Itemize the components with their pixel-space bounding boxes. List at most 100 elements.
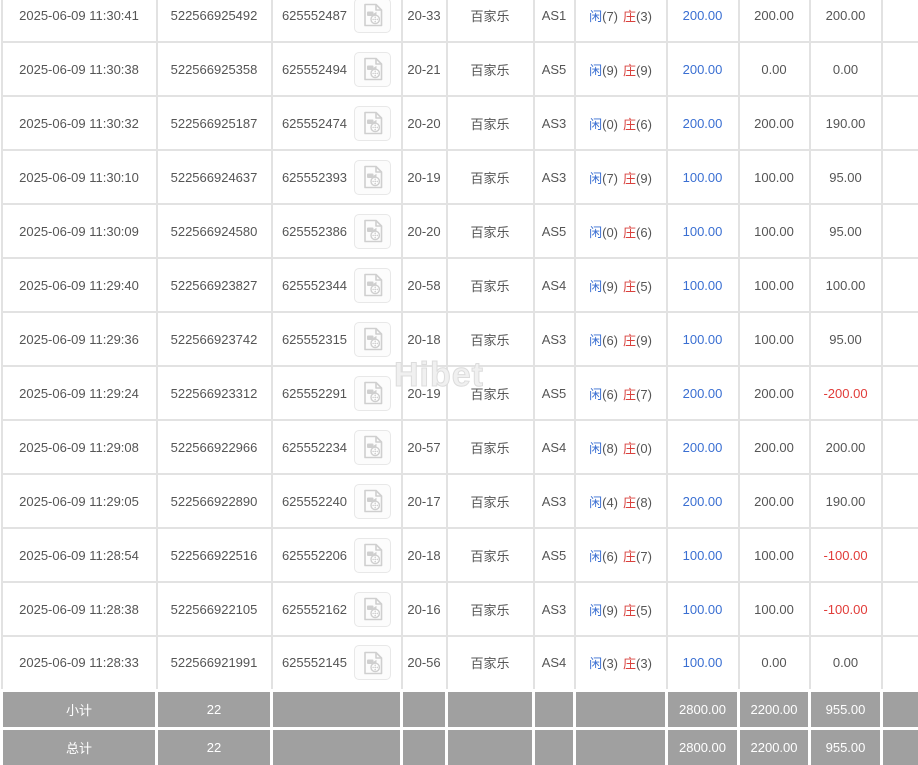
video-file-icon (363, 651, 382, 675)
player-points: (8) (602, 440, 618, 456)
cell-bet-number: 522566922516 (155, 527, 273, 583)
video-replay-button[interactable] (354, 537, 392, 573)
video-file-icon (363, 597, 382, 621)
cell-game-result: 闲(7) 庄(3) (573, 0, 668, 43)
video-replay-button[interactable] (354, 375, 392, 411)
player-label: 闲 (589, 278, 603, 294)
subtotal-valid-amount: 2200.00 (737, 688, 811, 730)
cell-game-result: 闲(9) 庄(5) (573, 581, 668, 637)
video-file-icon (363, 435, 382, 459)
table-row: 2025-06-09 11:30:38 522566925358 6255524… (0, 41, 918, 97)
cell-desk-seat: AS3 (532, 149, 576, 205)
cell-bet-number: 522566923827 (155, 257, 273, 313)
table-row: 2025-06-09 11:30:32 522566925187 6255524… (0, 95, 918, 151)
cell-game-result: 闲(8) 庄(0) (573, 419, 668, 475)
cell-bet-time: 2025-06-09 11:30:09 (0, 203, 158, 259)
cell-game-type: 百家乐 (445, 257, 535, 313)
table-row: 2025-06-09 11:30:09 522566924580 6255523… (0, 203, 918, 259)
video-file-icon (363, 3, 382, 27)
cell-empty (880, 149, 918, 205)
round-number: 625552344 (281, 277, 348, 293)
table-row: 2025-06-09 11:29:05 522566922890 6255522… (0, 473, 918, 529)
round-number: 625552393 (281, 169, 348, 185)
banker-points: (6) (636, 224, 652, 240)
video-replay-button[interactable] (354, 0, 392, 33)
cell-bet-amount: 100.00 (665, 257, 740, 313)
cell-game-type: 百家乐 (445, 527, 535, 583)
banker-points: (5) (636, 278, 652, 294)
video-replay-button[interactable] (354, 267, 392, 303)
video-replay-button[interactable] (354, 321, 392, 357)
grand-total-empty-cell (445, 726, 535, 765)
grand-total-empty-cell (270, 726, 403, 765)
player-points: (9) (602, 62, 618, 78)
cell-win-loss: 190.00 (808, 473, 883, 529)
table-row: 2025-06-09 11:29:08 522566922966 6255522… (0, 419, 918, 475)
cell-table-number: 20-58 (400, 257, 448, 313)
cell-game-type: 百家乐 (445, 95, 535, 151)
player-label: 闲 (589, 386, 603, 402)
cell-valid-amount: 100.00 (737, 203, 811, 259)
table-row: 2025-06-09 11:30:10 522566924637 6255523… (0, 149, 918, 205)
round-number: 625552494 (281, 61, 348, 77)
cell-desk-seat: AS4 (532, 419, 576, 475)
cell-bet-time: 2025-06-09 11:30:41 (0, 0, 158, 43)
banker-label: 庄 (623, 386, 637, 402)
video-replay-button[interactable] (354, 645, 392, 681)
video-file-icon (363, 273, 382, 297)
cell-empty (880, 311, 918, 367)
round-number: 625552240 (281, 493, 348, 509)
cell-bet-time: 2025-06-09 11:29:40 (0, 257, 158, 313)
table-row: 2025-06-09 11:30:41 522566925492 6255524… (0, 0, 918, 43)
grand-total-bet-amount: 2800.00 (665, 726, 740, 765)
banker-points: (7) (636, 386, 652, 402)
cell-game-type: 百家乐 (445, 41, 535, 97)
round-number: 625552315 (281, 331, 348, 347)
video-replay-button[interactable] (354, 213, 392, 249)
video-replay-button[interactable] (354, 159, 392, 195)
player-points: (3) (602, 656, 618, 672)
player-points: (0) (602, 224, 618, 240)
cell-valid-amount: 100.00 (737, 581, 811, 637)
cell-bet-amount: 200.00 (665, 473, 740, 529)
video-replay-button[interactable] (354, 429, 392, 465)
subtotal-empty-cell (532, 688, 576, 730)
cell-round-number: 625552240 (270, 473, 403, 529)
table-row: 2025-06-09 11:29:24 522566923312 6255522… (0, 365, 918, 421)
video-replay-button[interactable] (354, 591, 392, 627)
subtotal-empty-cell (400, 688, 448, 730)
cell-empty (880, 365, 918, 421)
video-replay-button[interactable] (354, 51, 392, 87)
cell-empty (880, 41, 918, 97)
video-replay-button[interactable] (354, 105, 392, 141)
cell-valid-amount: 100.00 (737, 311, 811, 367)
banker-label: 庄 (623, 8, 637, 24)
banker-points: (8) (636, 494, 652, 510)
cell-bet-time: 2025-06-09 11:30:38 (0, 41, 158, 97)
cell-bet-amount: 100.00 (665, 149, 740, 205)
table-row: 2025-06-09 11:28:38 522566922105 6255521… (0, 581, 918, 637)
cell-desk-seat: AS4 (532, 635, 576, 691)
cell-game-result: 闲(0) 庄(6) (573, 203, 668, 259)
grand-total-label: 总计 (0, 726, 158, 765)
cell-win-loss: 100.00 (808, 257, 883, 313)
cell-valid-amount: 100.00 (737, 149, 811, 205)
cell-round-number: 625552386 (270, 203, 403, 259)
subtotal-empty-cell (270, 688, 403, 730)
cell-game-result: 闲(6) 庄(9) (573, 311, 668, 367)
cell-bet-amount: 100.00 (665, 203, 740, 259)
cell-valid-amount: 200.00 (737, 473, 811, 529)
cell-empty (880, 95, 918, 151)
video-replay-button[interactable] (354, 483, 392, 519)
cell-game-result: 闲(3) 庄(3) (573, 635, 668, 691)
cell-desk-seat: AS5 (532, 365, 576, 421)
player-points: (7) (602, 170, 618, 186)
cell-round-number: 625552494 (270, 41, 403, 97)
grand-total-row: 总计 22 2800.00 2200.00 955.00 (0, 726, 918, 765)
cell-game-result: 闲(9) 庄(9) (573, 41, 668, 97)
cell-bet-number: 522566925358 (155, 41, 273, 97)
player-label: 闲 (589, 548, 603, 564)
cell-valid-amount: 200.00 (737, 365, 811, 421)
